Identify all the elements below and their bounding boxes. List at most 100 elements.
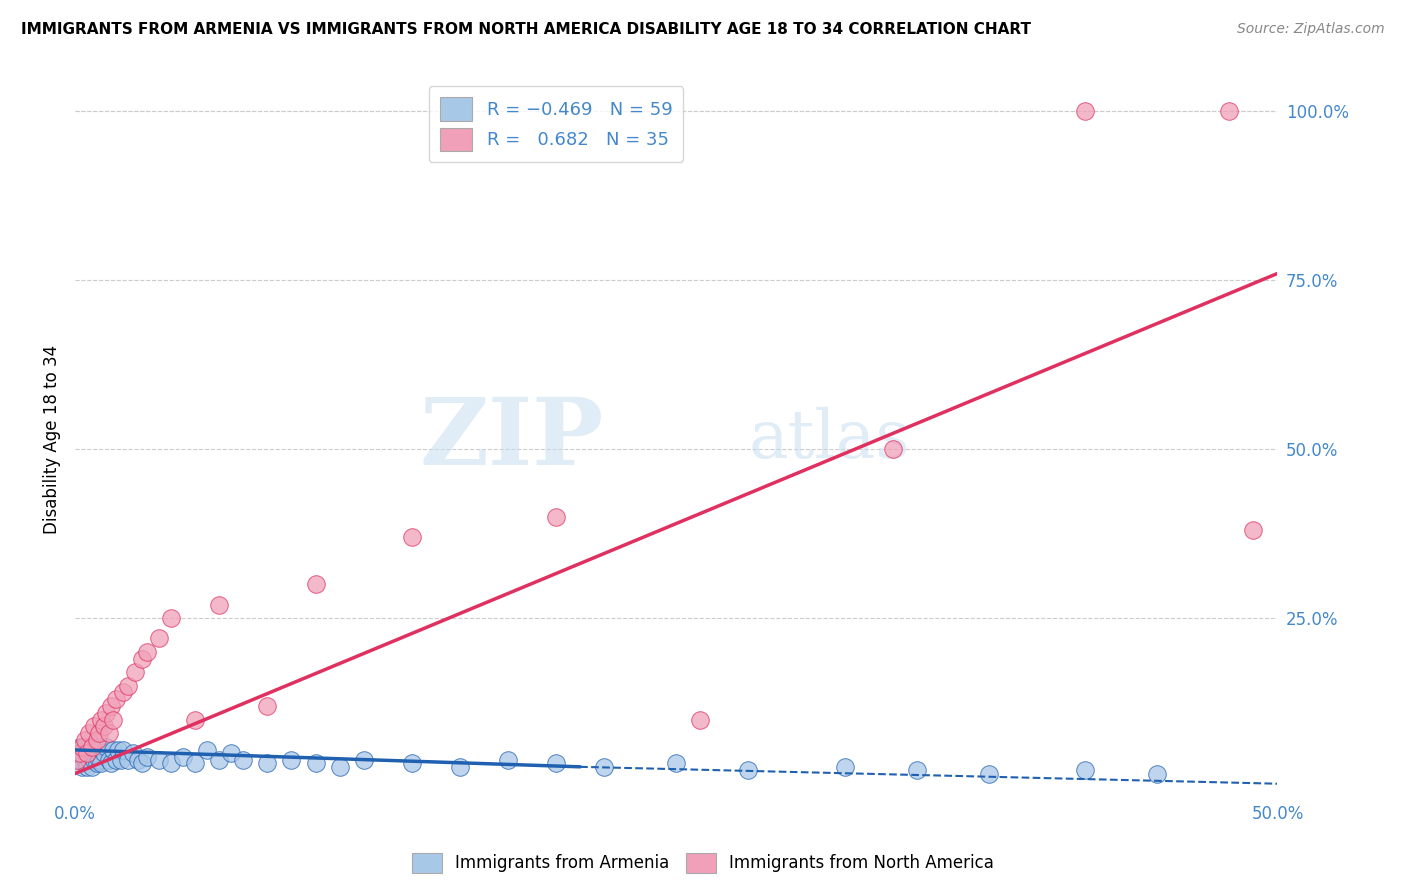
Point <box>905 763 928 777</box>
Point <box>80 760 103 774</box>
Point <box>70 739 93 754</box>
Point <box>1241 523 1264 537</box>
Text: IMMIGRANTS FROM ARMENIA VS IMMIGRANTS FROM NORTH AMERICA DISABILITY AGE 18 TO 34: IMMIGRANTS FROM ARMENIA VS IMMIGRANTS FR… <box>21 22 1031 37</box>
Point <box>544 756 567 771</box>
Point <box>195 743 218 757</box>
Point <box>97 753 120 767</box>
Point <box>304 577 326 591</box>
Point <box>80 747 103 761</box>
Point <box>76 760 98 774</box>
Point <box>93 719 115 733</box>
Legend: Immigrants from Armenia, Immigrants from North America: Immigrants from Armenia, Immigrants from… <box>405 847 1001 880</box>
Point <box>112 743 135 757</box>
Point <box>1146 766 1168 780</box>
Point <box>1074 763 1097 777</box>
Point <box>66 753 89 767</box>
Point <box>280 753 302 767</box>
Point <box>76 747 98 761</box>
Point <box>103 713 125 727</box>
Point <box>100 756 122 771</box>
Y-axis label: Disability Age 18 to 34: Disability Age 18 to 34 <box>44 344 60 533</box>
Point <box>66 747 89 761</box>
Point <box>79 726 101 740</box>
Point <box>148 753 170 767</box>
Point <box>69 753 91 767</box>
Point <box>69 739 91 754</box>
Point <box>208 598 231 612</box>
Point <box>107 743 129 757</box>
Point <box>110 753 132 767</box>
Point <box>184 713 207 727</box>
Point <box>83 739 105 754</box>
Point <box>104 753 127 767</box>
Point <box>86 756 108 771</box>
Point <box>83 753 105 767</box>
Point <box>90 713 112 727</box>
Point <box>70 760 93 774</box>
Point <box>127 753 149 767</box>
Point <box>117 679 139 693</box>
Point <box>160 756 183 771</box>
Point <box>172 749 194 764</box>
Point <box>79 753 101 767</box>
Point <box>96 706 118 720</box>
Point <box>87 726 110 740</box>
Point <box>73 753 96 767</box>
Point <box>104 692 127 706</box>
Point <box>86 743 108 757</box>
Point <box>87 753 110 767</box>
Point <box>79 739 101 754</box>
Point <box>112 685 135 699</box>
Point <box>86 732 108 747</box>
Point <box>401 530 423 544</box>
Point <box>76 747 98 761</box>
Point <box>1074 104 1097 119</box>
Point <box>70 747 93 761</box>
Point <box>221 747 243 761</box>
Point <box>131 651 153 665</box>
Legend: R = −0.469   N = 59, R =   0.682   N = 35: R = −0.469 N = 59, R = 0.682 N = 35 <box>429 87 683 161</box>
Point <box>73 732 96 747</box>
Text: atlas: atlas <box>748 407 910 472</box>
Point <box>208 753 231 767</box>
Point <box>232 753 254 767</box>
Point <box>184 756 207 771</box>
Point <box>117 753 139 767</box>
Point <box>496 753 519 767</box>
Point <box>87 739 110 754</box>
Point <box>121 747 143 761</box>
Point <box>665 756 688 771</box>
Point <box>1218 104 1240 119</box>
Point <box>136 645 159 659</box>
Point <box>83 719 105 733</box>
Point <box>80 739 103 754</box>
Point <box>593 760 616 774</box>
Point <box>93 747 115 761</box>
Point <box>882 442 904 457</box>
Point <box>69 747 91 761</box>
Point <box>100 698 122 713</box>
Point <box>148 632 170 646</box>
Point <box>96 739 118 754</box>
Point <box>124 665 146 680</box>
Point <box>136 749 159 764</box>
Point <box>401 756 423 771</box>
Point <box>329 760 352 774</box>
Point <box>160 611 183 625</box>
Point <box>737 763 759 777</box>
Point <box>90 756 112 771</box>
Point <box>689 713 711 727</box>
Point <box>256 756 278 771</box>
Text: ZIP: ZIP <box>420 394 605 484</box>
Point <box>131 756 153 771</box>
Point <box>73 739 96 754</box>
Point <box>103 743 125 757</box>
Point <box>256 698 278 713</box>
Point <box>977 766 1000 780</box>
Text: Source: ZipAtlas.com: Source: ZipAtlas.com <box>1237 22 1385 37</box>
Point <box>834 760 856 774</box>
Point <box>449 760 471 774</box>
Point <box>544 509 567 524</box>
Point <box>353 753 375 767</box>
Point <box>97 726 120 740</box>
